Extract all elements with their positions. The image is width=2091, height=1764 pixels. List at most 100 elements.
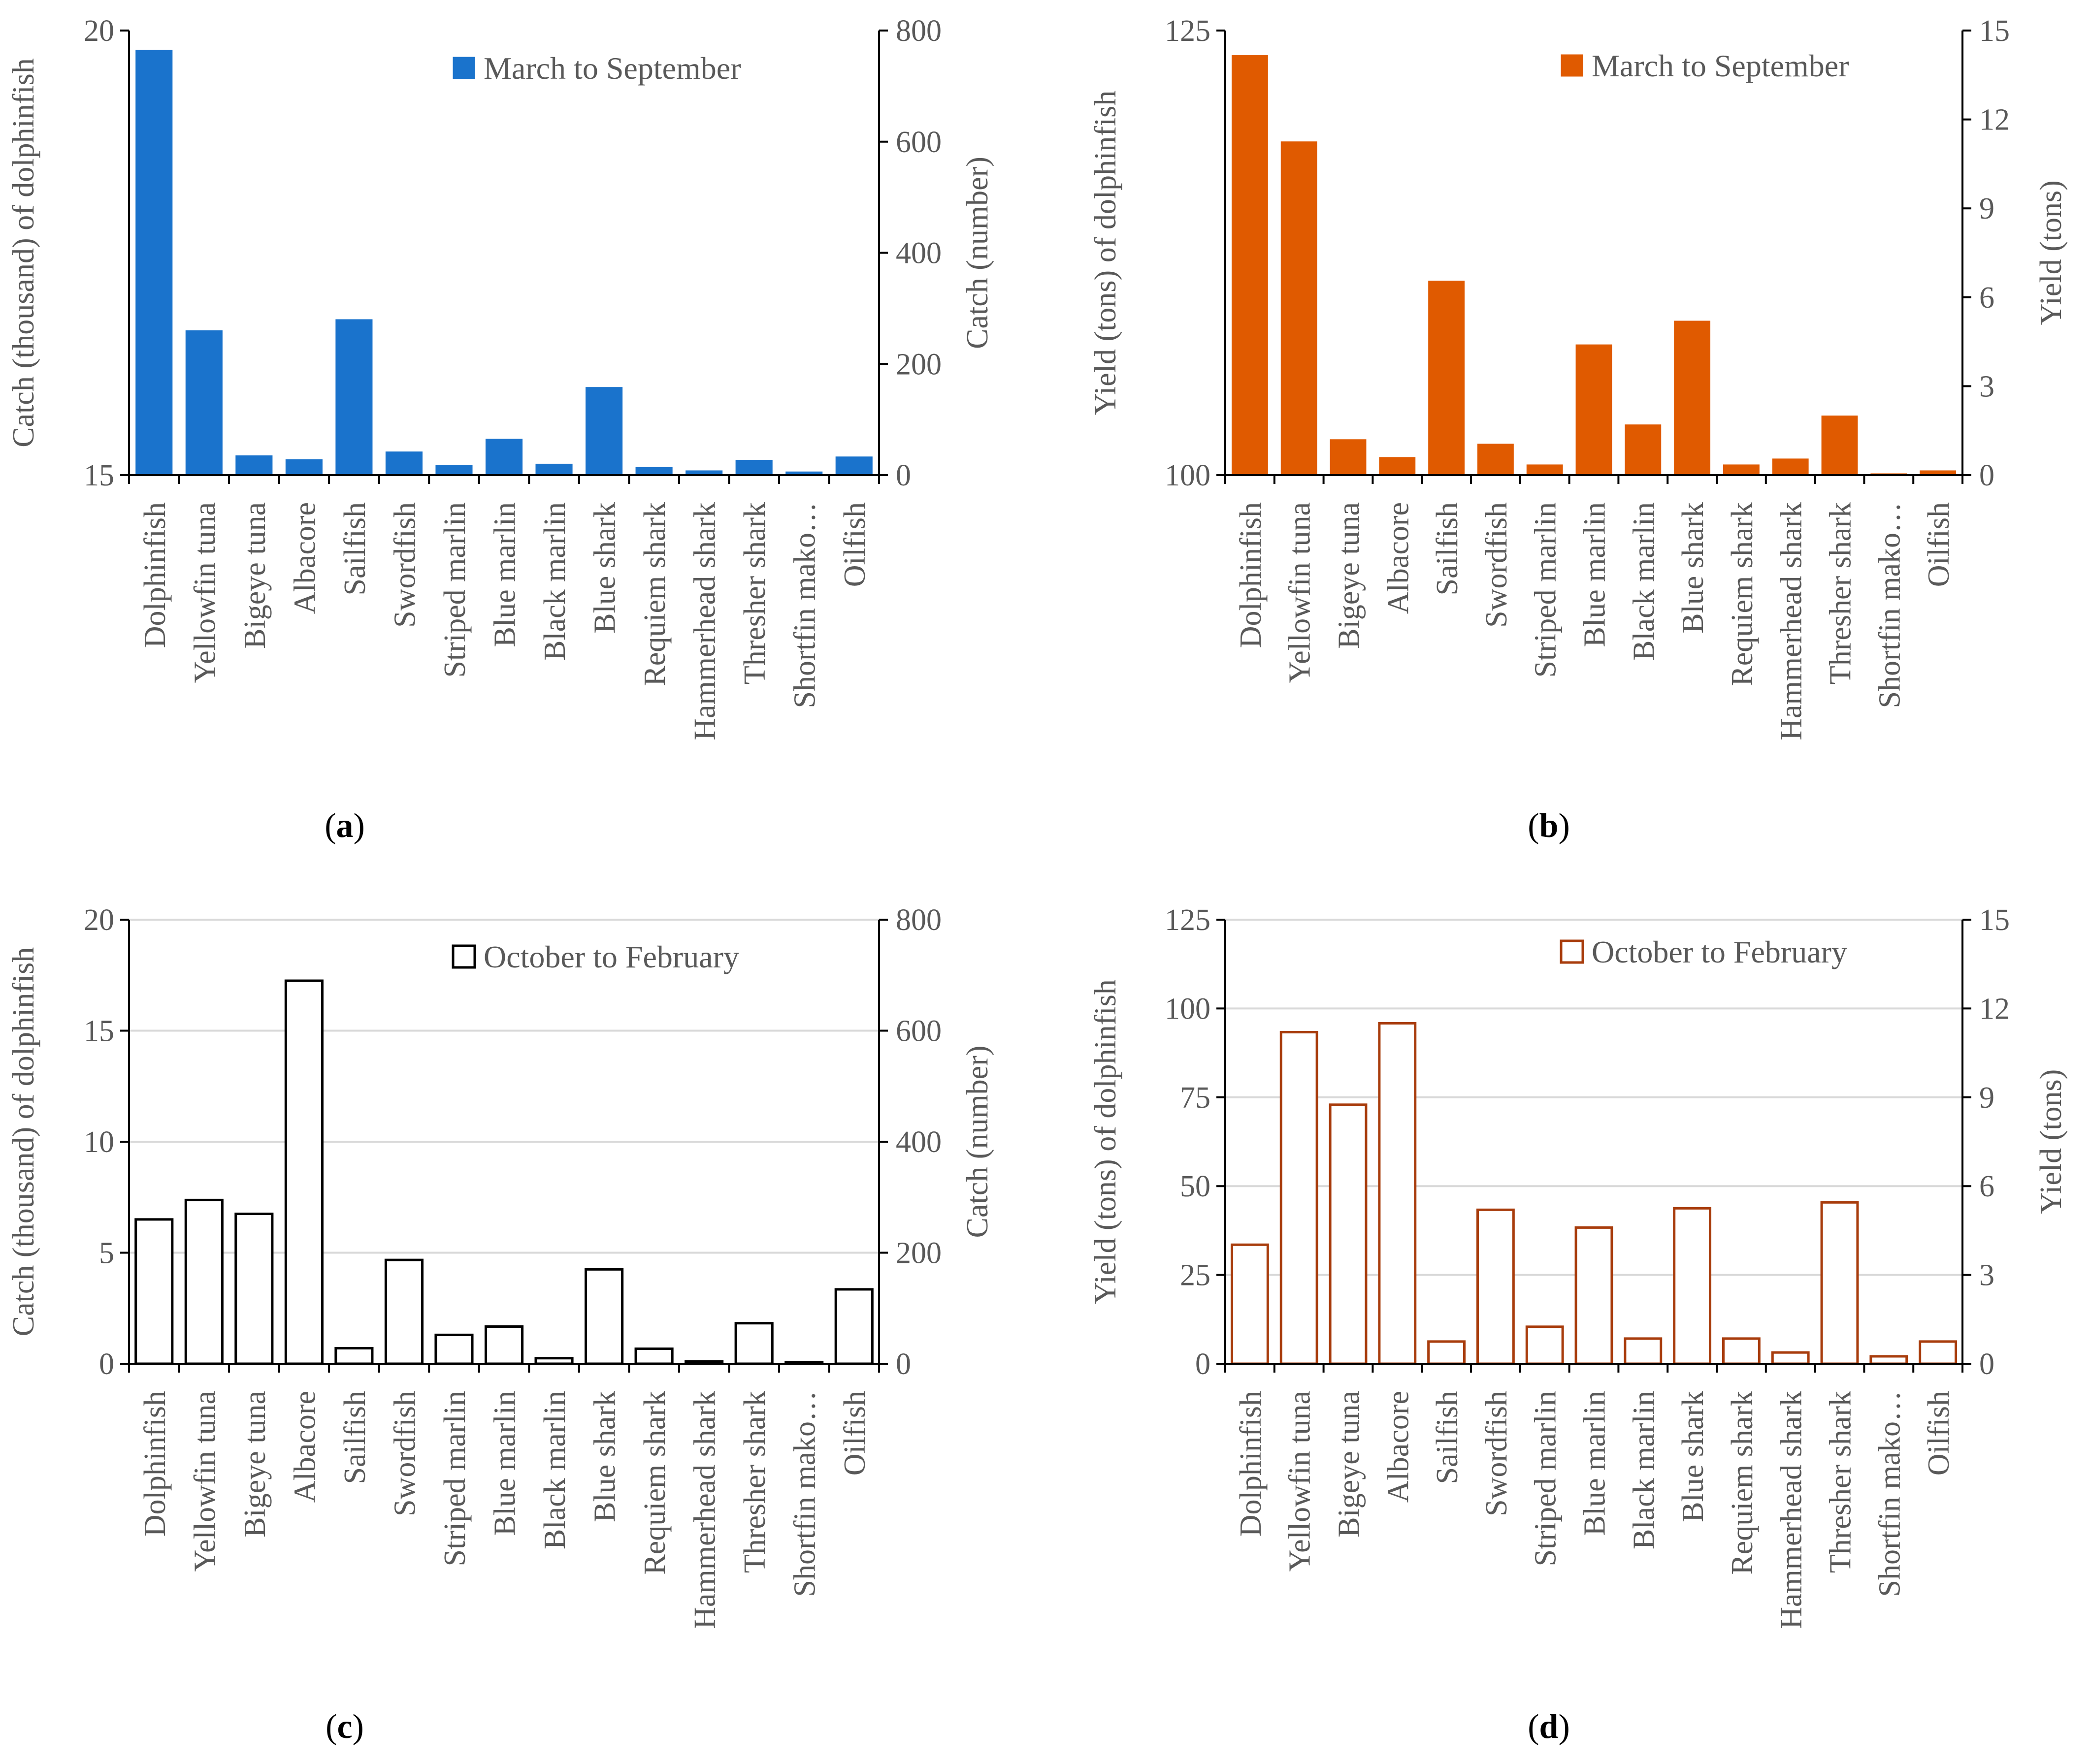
category-label: Shortfin mako… <box>1873 1391 1906 1597</box>
primary-tick-label: 15 <box>84 1015 114 1048</box>
category-label: Thresher shark <box>738 502 772 684</box>
bar-dolphinfish <box>1230 1243 1269 1365</box>
bar-sailfish <box>1427 1340 1466 1365</box>
category-label: Oilfish <box>838 502 872 587</box>
bar-dolphinfish <box>134 1218 174 1365</box>
category-label: Oilfish <box>1922 1391 1956 1475</box>
category-label: Swordfish <box>388 502 422 628</box>
primary-axis-title: Yield (tons) of dolphinfish <box>1089 979 1122 1304</box>
bar-albacore <box>1378 1022 1417 1365</box>
panel-label-close: ) <box>353 1708 364 1746</box>
primary-tick-label: 100 <box>1165 459 1210 492</box>
bar-bigeye-tuna <box>1329 1103 1368 1365</box>
primary-tick-label: 20 <box>84 903 114 937</box>
legend-swatch <box>452 944 476 969</box>
category-label: Striped marlin <box>438 1391 472 1566</box>
category-label: Blue shark <box>588 502 622 634</box>
category-label: Swordfish <box>388 1391 422 1516</box>
category-label: Bigeye tuna <box>238 1391 272 1538</box>
bar-swordfish <box>385 451 423 476</box>
category-label: Hammerhead shark <box>688 1391 722 1629</box>
bar-yellowfin-tuna <box>184 1198 224 1365</box>
secondary-tick-label: 800 <box>896 903 942 937</box>
bar-thresher-shark <box>1820 1201 1859 1365</box>
primary-tick-label: 10 <box>84 1125 114 1159</box>
bar-hammerhead-shark <box>1772 458 1809 476</box>
secondary-axis-title: Catch (number) <box>961 157 994 349</box>
secondary-tick-label: 9 <box>1979 1081 1994 1115</box>
panel-label-letter: b <box>1539 807 1559 845</box>
bar-swordfish <box>1477 444 1514 476</box>
bar-blue-shark <box>1673 1207 1712 1365</box>
secondary-tick-label: 6 <box>1979 281 1994 315</box>
bar-yellowfin-tuna <box>1280 141 1317 476</box>
legend-label: October to February <box>484 939 739 974</box>
bar-requiem-shark <box>635 467 673 476</box>
secondary-tick-label: 0 <box>896 1347 911 1381</box>
primary-axis-title: Yield (tons) of dolphinfish <box>1089 91 1122 416</box>
category-label: Yellowfin tuna <box>188 502 222 683</box>
secondary-tick-label: 0 <box>896 459 911 492</box>
primary-tick-label: 100 <box>1165 992 1210 1026</box>
category-label: Thresher shark <box>1824 1391 1858 1573</box>
category-label: Sailfish <box>1431 1391 1464 1484</box>
bar-thresher-shark <box>735 460 773 476</box>
bar-sailfish <box>335 319 373 476</box>
panel-label-close: ) <box>1558 807 1569 845</box>
bar-sailfish <box>1428 281 1465 476</box>
category-label: Blue marlin <box>489 502 522 647</box>
bar-bigeye-tuna <box>235 455 273 476</box>
category-label: Blue marlin <box>489 1391 522 1536</box>
secondary-tick-label: 800 <box>896 14 942 48</box>
legend-label: March to September <box>484 51 741 86</box>
category-label: Swordfish <box>1480 502 1513 628</box>
legend-label: March to September <box>1592 48 1849 83</box>
bar-thresher-shark <box>1821 416 1858 476</box>
category-label: Hammerhead shark <box>1775 1391 1808 1629</box>
category-label: Blue marlin <box>1578 1391 1612 1536</box>
secondary-tick-label: 15 <box>1979 903 2010 937</box>
bar-sailfish <box>334 1347 374 1365</box>
secondary-tick-label: 12 <box>1979 103 2010 137</box>
legend-label: October to February <box>1592 934 1847 969</box>
category-label: Shortfin mako… <box>788 1391 822 1597</box>
panel-label-letter: c <box>337 1708 352 1746</box>
category-label: Striped marlin <box>438 502 472 677</box>
panel-label-open: ( <box>1528 1708 1539 1746</box>
secondary-tick-label: 3 <box>1979 1259 1994 1292</box>
bar-black-marlin <box>1625 424 1662 476</box>
secondary-tick-label: 6 <box>1979 1170 1994 1203</box>
category-label: Dolphinfish <box>1234 1391 1268 1537</box>
panel-label-close: ) <box>1558 1708 1569 1746</box>
secondary-tick-label: 200 <box>896 1237 942 1270</box>
panel-label: (a) <box>325 807 365 845</box>
category-label: Albacore <box>1381 1391 1415 1503</box>
legend-swatch <box>1560 939 1584 964</box>
bar-oilfish <box>1919 1340 1958 1365</box>
category-label: Bigeye tuna <box>1333 1391 1366 1538</box>
chart-b: 100 125 0 3 6 9 12 15 Dolphinfish Yellowfin tuna B… <box>1089 14 2068 845</box>
bar-yellowfin-tuna <box>185 330 223 476</box>
category-label: Albacore <box>1381 502 1415 614</box>
bar-swordfish <box>1476 1208 1515 1365</box>
category-label: Swordfish <box>1480 1391 1513 1516</box>
secondary-axis-title: Yield (tons) <box>2034 180 2068 325</box>
category-label: Oilfish <box>838 1391 872 1475</box>
category-label: Blue shark <box>1676 1391 1710 1522</box>
bar-blue-shark <box>586 387 623 476</box>
category-label: Requiem shark <box>638 502 672 686</box>
secondary-tick-label: 15 <box>1979 14 2010 48</box>
bar-striped-marlin <box>434 1333 474 1365</box>
panel-label-open: ( <box>1528 807 1539 845</box>
category-label: Bigeye tuna <box>238 502 272 649</box>
category-label: Dolphinfish <box>1234 502 1268 648</box>
category-label: Blue marlin <box>1578 502 1612 647</box>
bar-requiem-shark <box>1723 464 1760 476</box>
primary-axis-title: Catch (thousand) of dolphinfish <box>7 58 40 447</box>
bar-yellowfin-tuna <box>1279 1031 1318 1365</box>
category-label: Albacore <box>288 502 322 614</box>
legend: October to February <box>1560 934 1847 969</box>
bar-albacore <box>285 459 323 476</box>
